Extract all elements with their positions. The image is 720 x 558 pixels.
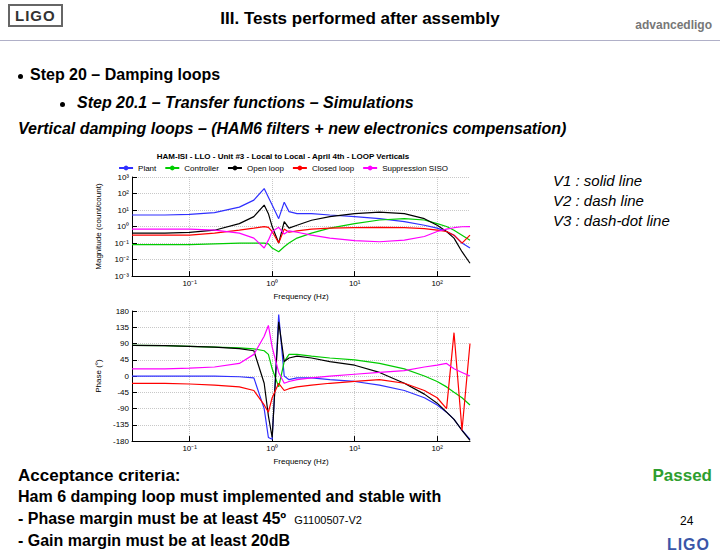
html-text:V3 : dash-dot line: V3 : dash-dot line bbox=[553, 212, 670, 229]
svg-text:-90: -90 bbox=[117, 404, 129, 413]
svg-text:Closed loop: Closed loop bbox=[312, 164, 355, 173]
svg-text:10²: 10² bbox=[431, 444, 443, 453]
svg-text:45: 45 bbox=[120, 355, 129, 364]
html-text:Acceptance criteria:: Acceptance criteria: bbox=[18, 466, 181, 485]
html-text:- Phase margin must be at leas: - Phase margin must be at least 45º bbox=[18, 510, 287, 527]
html-text:Passed: Passed bbox=[652, 466, 712, 485]
svg-text:Magnitude (count/count): Magnitude (count/count) bbox=[94, 183, 103, 270]
html-text:LIGO: LIGO bbox=[15, 7, 56, 24]
html-text:Step 20.1 – Transfer functions: Step 20.1 – Transfer functions – Simulat… bbox=[77, 94, 414, 111]
html-text:V2 : dash line: V2 : dash line bbox=[553, 192, 644, 209]
svg-text:Open loop: Open loop bbox=[247, 164, 284, 173]
svg-text:180: 180 bbox=[116, 307, 130, 316]
svg-text:Phase (°): Phase (°) bbox=[94, 359, 103, 393]
html-text:advancedligo: advancedligo bbox=[635, 18, 712, 32]
svg-text:-45: -45 bbox=[117, 388, 129, 397]
html-text:LIGO: LIGO bbox=[666, 536, 710, 553]
svg-text:10¹: 10¹ bbox=[117, 206, 129, 215]
html-text:- Gain margin must be at least: - Gain margin must be at least 20dB bbox=[18, 532, 291, 549]
svg-text:10¹: 10¹ bbox=[349, 279, 361, 288]
svg-text:135: 135 bbox=[116, 323, 130, 332]
svg-text:10⁰: 10⁰ bbox=[266, 279, 278, 288]
html-text:G1100507-V2: G1100507-V2 bbox=[294, 514, 362, 526]
svg-text:10⁻¹: 10⁻¹ bbox=[182, 444, 197, 453]
html-text:V1 : solid line: V1 : solid line bbox=[553, 172, 643, 189]
svg-text:0: 0 bbox=[125, 372, 130, 381]
html-text:24: 24 bbox=[680, 514, 694, 528]
svg-text:90: 90 bbox=[120, 339, 129, 348]
svg-text:10⁻³: 10⁻³ bbox=[114, 272, 129, 281]
html-text:III. Tests performed after ass: III. Tests performed after assembly bbox=[220, 9, 500, 28]
svg-text:10²: 10² bbox=[431, 279, 443, 288]
html-text:Vertical damping loops – (HAM6: Vertical damping loops – (HAM6 filters +… bbox=[18, 120, 567, 137]
html-text:Ham 6 damping loop must implem: Ham 6 damping loop must implemented and … bbox=[18, 488, 442, 505]
svg-text:Frequency (Hz): Frequency (Hz) bbox=[273, 292, 328, 301]
svg-text:10⁻²: 10⁻² bbox=[114, 255, 129, 264]
svg-text:10⁰: 10⁰ bbox=[266, 444, 278, 453]
svg-text:Frequency (Hz): Frequency (Hz) bbox=[273, 457, 328, 466]
svg-text:10⁰: 10⁰ bbox=[117, 222, 129, 231]
html-text:Step 20 – Damping loops: Step 20 – Damping loops bbox=[30, 66, 221, 83]
svg-text:10⁻¹: 10⁻¹ bbox=[182, 279, 197, 288]
svg-text:HAM-ISI - LLO - Unit #3 - Loca: HAM-ISI - LLO - Unit #3 - Local to Local… bbox=[157, 152, 410, 161]
svg-text:10⁻¹: 10⁻¹ bbox=[114, 239, 129, 248]
svg-text:-135: -135 bbox=[113, 420, 130, 429]
svg-text:10³: 10³ bbox=[117, 173, 129, 182]
svg-text:Controller: Controller bbox=[184, 164, 219, 173]
svg-text:Suppression SISO: Suppression SISO bbox=[382, 164, 448, 173]
svg-text:10²: 10² bbox=[117, 189, 129, 198]
svg-text:Plant: Plant bbox=[138, 164, 157, 173]
svg-text:10¹: 10¹ bbox=[349, 444, 361, 453]
svg-text:-180: -180 bbox=[113, 437, 130, 446]
